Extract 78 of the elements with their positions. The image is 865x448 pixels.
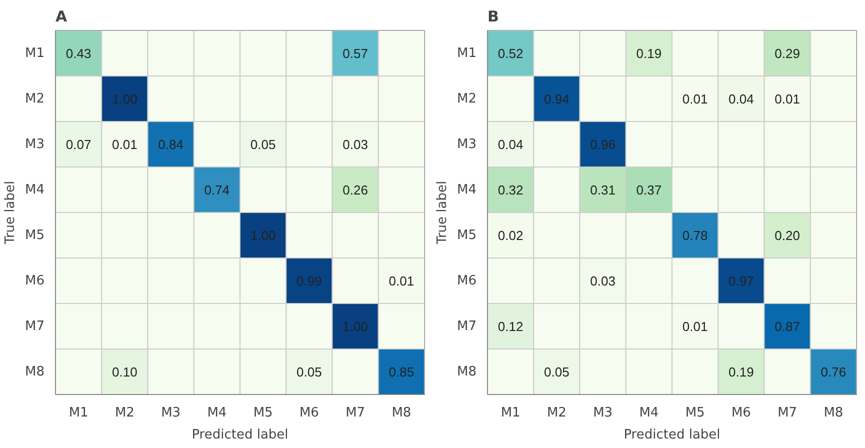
data-label: 0.02 <box>498 228 524 243</box>
y-tick-label: M4 <box>457 182 477 198</box>
data-label: 0.43 <box>66 46 92 61</box>
data-label: 0.03 <box>590 273 616 288</box>
data-label: 0.10 <box>112 364 138 380</box>
y-tick-label: M5 <box>25 228 45 243</box>
data-label: 1.00 <box>342 318 368 334</box>
data-label: 0.97 <box>728 273 754 288</box>
y-tick-label: M1 <box>457 46 477 61</box>
data-label: 0.05 <box>296 364 322 380</box>
data-label: 0.85 <box>388 364 414 380</box>
x-tick-label: M4 <box>639 406 659 420</box>
data-label: 0.20 <box>774 228 800 243</box>
y-tick-label: M3 <box>457 136 477 152</box>
x-tick-label: M8 <box>824 406 844 420</box>
y-tick-label: M2 <box>25 91 45 106</box>
y-tick-label: M5 <box>457 228 477 243</box>
data-label: 0.01 <box>682 318 708 334</box>
data-label: 0.29 <box>774 46 800 61</box>
data-label: 1.00 <box>112 91 138 106</box>
data-label: 0.76 <box>820 364 846 380</box>
data-label: 0.01 <box>388 273 414 288</box>
x-tick-label: M2 <box>546 406 566 420</box>
data-label: 0.94 <box>544 91 570 106</box>
data-label: 0.96 <box>590 136 616 152</box>
data-label: 0.84 <box>158 136 184 152</box>
x-tick-label: M1 <box>500 406 520 420</box>
data-label: 0.52 <box>498 46 524 61</box>
x-tick-label: M1 <box>68 406 88 420</box>
data-label: 0.31 <box>590 182 616 198</box>
y-axis-title: True label <box>3 180 18 246</box>
x-tick-label: M3 <box>161 406 181 420</box>
data-label: 0.03 <box>342 136 368 152</box>
data-label: 0.19 <box>728 364 754 380</box>
data-label: 0.26 <box>342 182 368 198</box>
y-tick-label: M7 <box>25 318 45 334</box>
data-label: 0.32 <box>498 182 524 198</box>
x-tick-label: M4 <box>207 406 227 420</box>
data-label: 0.04 <box>728 91 754 106</box>
data-label: 0.99 <box>296 273 322 288</box>
data-label: 0.74 <box>204 182 230 198</box>
y-tick-label: M6 <box>457 273 477 288</box>
y-tick-label: M2 <box>457 91 477 106</box>
data-label: 0.12 <box>498 318 524 334</box>
data-label: 0.04 <box>498 136 524 152</box>
x-tick-label: M2 <box>114 406 134 420</box>
x-tick-label: M6 <box>299 406 319 420</box>
x-tick-label: M7 <box>778 406 798 420</box>
x-tick-label: M5 <box>253 406 273 420</box>
y-tick-label: M4 <box>25 182 45 198</box>
data-label: 0.87 <box>774 318 800 334</box>
x-tick-label: M7 <box>346 406 366 420</box>
x-tick-label: M6 <box>731 406 751 420</box>
data-label: 0.07 <box>66 136 92 152</box>
y-tick-label: M3 <box>25 136 45 152</box>
data-label: 0.01 <box>112 136 138 152</box>
chart-title: A <box>56 8 68 26</box>
y-tick-label: M8 <box>457 364 477 380</box>
y-tick-label: M7 <box>457 318 477 334</box>
data-label: 0.57 <box>342 46 368 61</box>
data-label: 0.78 <box>682 228 708 243</box>
data-label: 1.00 <box>250 228 276 243</box>
y-tick-label: M8 <box>25 364 45 380</box>
data-label: 0.01 <box>774 91 800 106</box>
y-axis-title: True label <box>435 180 450 246</box>
x-axis-title: Predicted label <box>192 428 288 442</box>
data-label: 0.01 <box>682 91 708 106</box>
chart-title: B <box>488 8 499 26</box>
x-tick-label: M5 <box>685 406 705 420</box>
x-tick-label: M3 <box>593 406 613 420</box>
data-label: 0.19 <box>636 46 662 61</box>
data-label: 0.05 <box>544 364 570 380</box>
x-axis-title: Predicted label <box>624 428 720 442</box>
data-label: 0.05 <box>250 136 276 152</box>
y-tick-label: M1 <box>25 46 45 61</box>
y-tick-label: M6 <box>25 273 45 288</box>
data-label: 0.37 <box>636 182 662 198</box>
x-tick-label: M8 <box>392 406 412 420</box>
